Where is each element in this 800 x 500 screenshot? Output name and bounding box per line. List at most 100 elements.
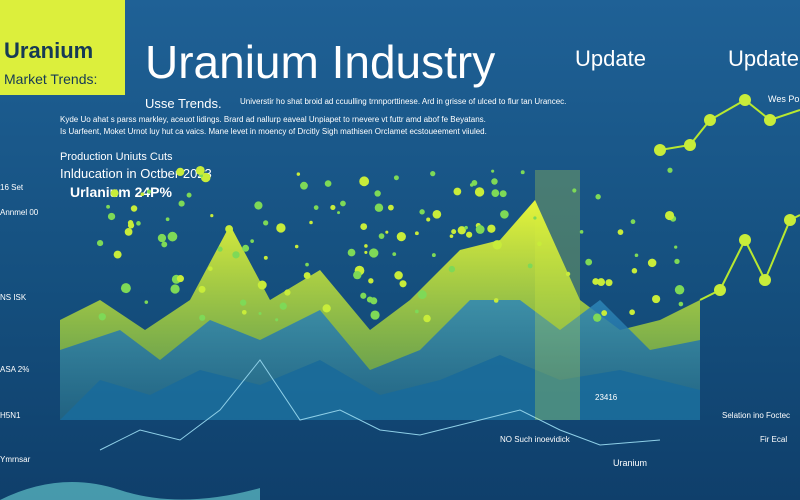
dot [475, 225, 485, 234]
dot [250, 239, 254, 243]
dot [634, 253, 639, 258]
dot [784, 214, 796, 226]
dot [714, 284, 726, 296]
dot [303, 272, 311, 280]
dot [368, 278, 374, 284]
dot [595, 194, 601, 200]
dot [186, 192, 192, 198]
dot [106, 204, 110, 209]
dot [527, 263, 533, 269]
badge-title: Uranium [4, 38, 93, 63]
dot [704, 114, 716, 126]
trend-line [659, 98, 800, 151]
intro-heading: Usse Trends. [145, 96, 222, 111]
annotation: Uranium [613, 458, 647, 468]
dot [629, 309, 635, 316]
dot [491, 169, 495, 173]
dot [324, 180, 332, 187]
dot [140, 192, 145, 197]
dot [464, 225, 468, 230]
dot [453, 187, 462, 196]
intro-line: Universtir ho shat broid ad ccuulling tr… [240, 97, 566, 106]
dot [764, 114, 776, 126]
dot [313, 205, 319, 210]
dot [759, 274, 771, 286]
dot [385, 230, 389, 234]
dot [144, 300, 149, 304]
dot [579, 230, 584, 234]
dot [258, 311, 262, 315]
dot [347, 248, 356, 257]
dot [537, 241, 542, 247]
dot [491, 178, 498, 185]
dot [664, 210, 675, 221]
dot [684, 139, 696, 151]
wave-decoration [0, 482, 260, 500]
dot [110, 189, 119, 198]
side-label: Annmel 00 [0, 208, 39, 217]
highlight-band [535, 170, 580, 420]
dot [225, 225, 233, 233]
dot [107, 212, 116, 221]
dot [370, 310, 380, 320]
dot [431, 253, 436, 258]
dot [359, 176, 370, 187]
dot [199, 314, 206, 321]
dot [240, 299, 247, 306]
dot [651, 294, 661, 304]
dot [279, 302, 287, 310]
dot [98, 313, 106, 321]
dot [309, 220, 313, 225]
dot [487, 224, 496, 233]
dot [393, 175, 399, 181]
dot [165, 217, 170, 222]
dot [399, 280, 407, 288]
dot [499, 190, 507, 198]
dot [597, 278, 606, 286]
dot [257, 280, 267, 290]
panel-subheading: Inlducation in Octber 2023 [60, 166, 212, 181]
dot [493, 298, 499, 303]
panel-heading: Production Uniuts Cuts [60, 151, 173, 163]
dot [305, 262, 309, 267]
dot [631, 268, 638, 274]
dot [448, 265, 456, 273]
dot [360, 223, 368, 230]
dot [592, 278, 600, 285]
update-label: Update [728, 46, 799, 71]
dot [127, 220, 134, 226]
dot [396, 232, 406, 242]
dot [739, 94, 751, 106]
dot [263, 255, 268, 260]
dot [330, 204, 336, 211]
dot [232, 251, 240, 259]
dot [466, 231, 473, 238]
dot [167, 231, 178, 242]
dot [667, 167, 673, 173]
dot [360, 292, 367, 299]
dot [364, 250, 368, 254]
dot [296, 172, 301, 176]
dot [366, 296, 373, 303]
dot [378, 233, 385, 239]
dot [426, 217, 431, 222]
dot-decoration [96, 94, 796, 323]
dot [322, 304, 331, 313]
dot [178, 200, 185, 207]
intro-line: Is Uarfeent, Moket Urnot luy hut ca vaic… [60, 127, 487, 136]
annotation: NO Such inoevidick [500, 435, 571, 444]
dot [136, 221, 141, 226]
dot [284, 289, 291, 296]
annotation: Selation ino Foctec [722, 411, 790, 420]
dot [294, 244, 299, 249]
dot [369, 248, 379, 258]
side-label: NS ISK [0, 293, 27, 302]
dot [161, 241, 168, 248]
dot [474, 187, 485, 197]
dot [254, 201, 263, 210]
dot [96, 239, 104, 247]
dot [739, 234, 751, 246]
side-label: ASA 2% [0, 365, 29, 374]
